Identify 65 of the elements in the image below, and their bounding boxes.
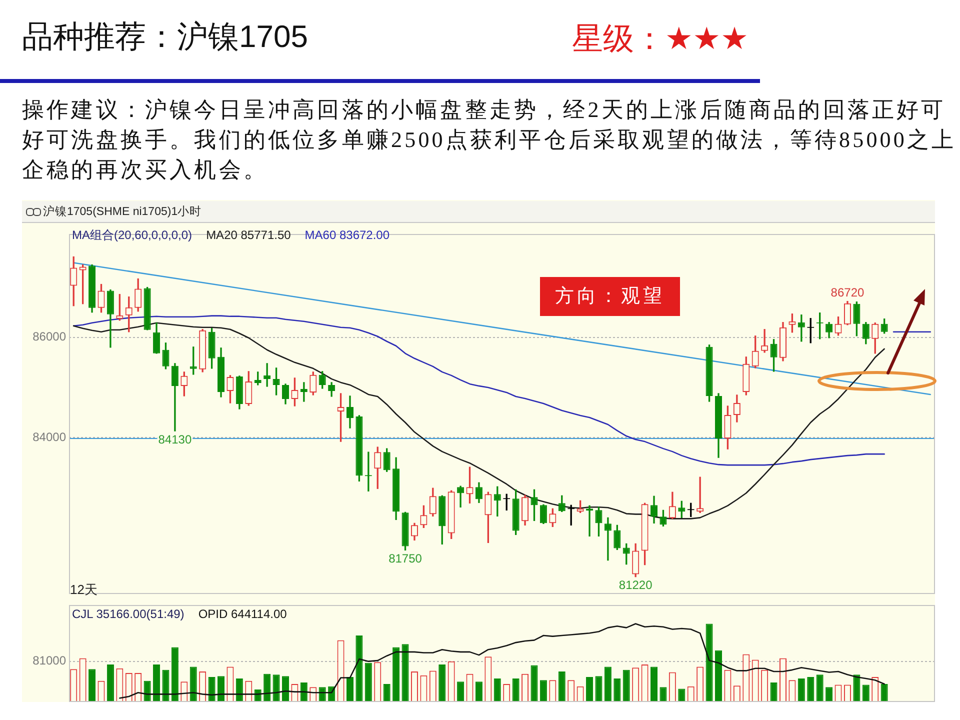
bar [392, 647, 400, 702]
bar [218, 676, 225, 702]
bar [880, 684, 888, 702]
bar [595, 676, 602, 702]
bar [264, 674, 271, 702]
text: 沪镍1705(SHME ni1705)1小时 [43, 205, 202, 219]
bar [402, 644, 409, 702]
annotation: 12天 [70, 582, 98, 597]
y-tick-label: 84000 [32, 430, 66, 444]
bar [475, 682, 482, 702]
chart-subtitle: 星级：★★★ [572, 20, 748, 58]
bar [208, 676, 216, 702]
text: MA60 83672.00 [304, 228, 390, 242]
text: 操作建议：沪镍今日呈冲高回落的小幅盘整走势，经2天的上涨后随商品的回落正好可好可洗盘换手。我们的低位多单赚2500点获利平仓后采取观望的做法，等待85000之上企稳的再次买入机会。 [22, 96, 958, 184]
bar [798, 678, 805, 702]
bar [438, 664, 446, 702]
bar [530, 665, 538, 702]
candlestick [604, 517, 612, 561]
bar [282, 676, 289, 702]
bar [614, 678, 621, 702]
bar [862, 684, 870, 702]
bar [383, 684, 390, 702]
bar [770, 682, 778, 702]
chart-title: 品种推荐：沪镍1705 [22, 18, 308, 56]
legend-title: MA组合(20,60,0,0,0,0) [72, 228, 192, 242]
bar [706, 624, 713, 702]
bar [558, 671, 566, 702]
bar [457, 682, 464, 702]
bar [816, 674, 824, 702]
bar [715, 650, 722, 702]
bar [540, 680, 547, 702]
annotation: 81220 [618, 578, 653, 592]
bar [162, 670, 170, 702]
bar [356, 636, 363, 702]
bar [586, 676, 594, 702]
bar [622, 670, 630, 702]
bar [346, 676, 354, 702]
bar [494, 678, 501, 702]
candlestick [264, 363, 271, 387]
chart-title: CJL 35166.00(51:49) [72, 607, 184, 621]
bar [826, 687, 833, 702]
bar [853, 674, 860, 702]
annotation: 84130 [158, 432, 192, 446]
bar [171, 647, 178, 702]
candlestick [696, 476, 704, 513]
bar [190, 666, 197, 702]
bar [88, 669, 96, 702]
bar [604, 666, 612, 702]
candlestick [300, 382, 308, 402]
bar [106, 664, 114, 702]
bar [364, 662, 372, 702]
annotation: 方向：观望 [540, 277, 680, 316]
annotation: 86720 [830, 286, 864, 300]
bar [650, 666, 658, 702]
bar [512, 678, 520, 702]
y-tick-label: 86000 [32, 330, 66, 344]
bar [807, 676, 814, 702]
bar [678, 688, 686, 702]
text: MA20 85771.50 [206, 228, 291, 242]
annotation: 81750 [388, 552, 422, 566]
bar [660, 687, 667, 702]
bar [272, 674, 280, 702]
candlestick [761, 329, 768, 353]
bar [153, 664, 160, 702]
text: 81000 [32, 654, 66, 668]
